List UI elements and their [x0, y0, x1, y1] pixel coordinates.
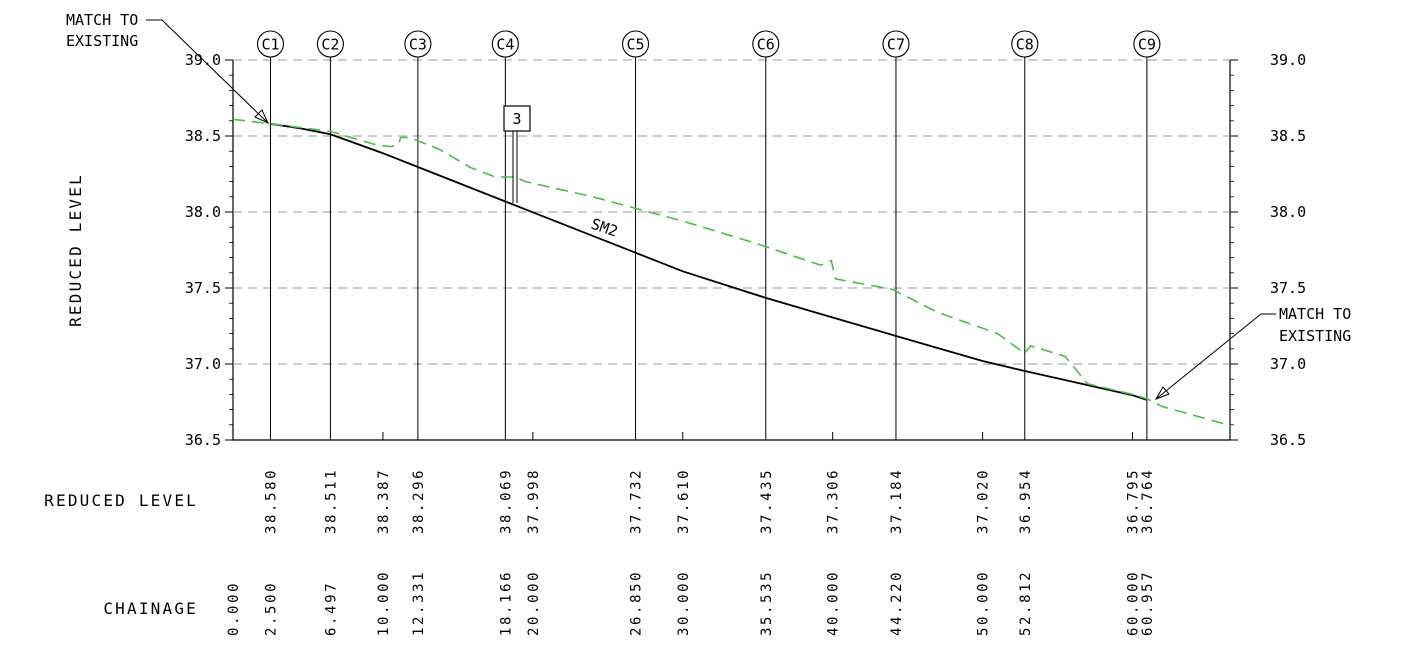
chainage-row-title: CHAINAGE: [103, 599, 198, 618]
control-label-c2: C2: [321, 36, 339, 54]
chainage-value: 6.497: [323, 581, 339, 636]
chainage-value: 12.331: [411, 570, 427, 636]
control-label-c9: C9: [1138, 36, 1156, 54]
match-right-leader: [1155, 313, 1276, 400]
control-bubble-c9: [1133, 30, 1161, 58]
reduced-level-value: 36.764: [1140, 468, 1156, 534]
series-line-sm2: [270, 122, 1148, 401]
y-axis-title: REDUCED LEVEL: [66, 173, 85, 327]
chainage-value: 20.000: [526, 570, 542, 636]
right-y-tick-label-38.5: 38.5: [1270, 127, 1306, 145]
right-y-tick-label-36.5: 36.5: [1270, 431, 1306, 449]
reduced-level-value: 37.306: [826, 468, 842, 534]
control-label-c3: C3: [409, 36, 427, 54]
control-label-c4: C4: [496, 36, 514, 54]
existing-ground-line: [232, 118, 1231, 428]
chainage-value: 60.957: [1140, 570, 1156, 636]
chainage-value: 10.000: [376, 570, 392, 636]
y-axis-labels: 36.5 36.5 37.0 37.0 37.5 37.5 38.0 38.0 38.5 38.5…: [185, 51, 1306, 449]
chainage-value: 40.000: [826, 570, 842, 636]
reduced-level-value: 36.795: [1126, 468, 1142, 534]
grid-lines: [233, 59, 1230, 365]
control-bubble-c1: [256, 30, 285, 58]
match-right-line2: EXISTING: [1279, 327, 1351, 345]
right-y-tick-label-37.0: 37.0: [1270, 355, 1306, 373]
reduced-level-value: 38.069: [498, 468, 514, 534]
chainage-value: 50.000: [976, 570, 992, 636]
left-y-tick-label-36.5: 36.5: [185, 431, 221, 449]
chainage-value: 18.166: [498, 570, 514, 636]
reduced-level-value: 38.387: [376, 468, 392, 534]
data-table-values: 0.000 38.580 2.500 38.511 6.497 38.387 10.000 3…: [226, 468, 1156, 636]
reduced-level-row-title: REDUCED LEVEL: [44, 491, 198, 510]
reduced-level-value: 36.954: [1018, 468, 1034, 534]
left-y-tick-label-38.0: 38.0: [185, 203, 221, 221]
control-bubble-c5: [621, 30, 650, 58]
left-y-tick-label-37.0: 37.0: [185, 355, 221, 373]
reduced-level-value: 37.732: [629, 468, 645, 534]
axis-ticks: [225, 59, 1238, 441]
reduced-level-value: 37.610: [676, 468, 692, 534]
right-y-tick-label-37.5: 37.5: [1270, 279, 1306, 297]
chainage-value: 30.000: [676, 570, 692, 636]
match-left-leader: [146, 19, 269, 124]
reduced-level-value: 38.511: [323, 468, 339, 534]
control-label-c6: C6: [757, 36, 775, 54]
chainage-value: 52.812: [1018, 570, 1034, 636]
right-y-tick-label-39.0: 39.0: [1270, 51, 1306, 69]
control-label-c7: C7: [887, 36, 905, 54]
left-y-tick-label-38.5: 38.5: [185, 127, 221, 145]
reduced-level-value: 37.184: [889, 468, 905, 534]
reduced-level-value: 38.580: [264, 468, 280, 534]
control-bubble-c8: [1011, 30, 1039, 58]
control-bubble-c4: [491, 30, 519, 58]
match-right-line1: MATCH TO: [1279, 305, 1351, 323]
tag-box-3: 3: [503, 105, 531, 203]
chainage-value: 26.850: [629, 570, 645, 636]
reduced-level-value: 37.435: [759, 468, 775, 534]
chainage-value: 44.220: [889, 570, 905, 636]
control-point-markers: C1 C2 C3 C4 C5 C6 C7 C8 C9: [256, 30, 1161, 58]
series-group: [232, 118, 1231, 428]
chainage-value: 35.535: [759, 570, 775, 636]
station-lines: [269, 57, 1148, 440]
match-right-arrowhead: [1154, 386, 1170, 400]
reduced-level-value: 38.296: [411, 468, 427, 534]
control-bubble-c6: [752, 30, 780, 58]
chainage-value: 0.000: [226, 581, 242, 636]
left-y-tick-label-37.5: 37.5: [185, 279, 221, 297]
control-bubble-c7: [882, 30, 910, 58]
match-left-line2: EXISTING: [66, 32, 138, 50]
control-bubble-c2: [316, 30, 344, 58]
reduced-level-value: 37.998: [526, 468, 542, 534]
reduced-level-value: 37.020: [976, 468, 992, 534]
control-label-c8: C8: [1016, 36, 1034, 54]
match-left-line1: MATCH TO: [66, 11, 138, 29]
control-label-c5: C5: [627, 36, 645, 54]
tag-box-label: 3: [512, 110, 521, 128]
chainage-value: 60.000: [1126, 570, 1142, 636]
match-left-arrowhead: [254, 109, 270, 125]
chainage-value: 2.500: [264, 581, 280, 636]
right-y-tick-label-38.0: 38.0: [1270, 203, 1306, 221]
control-bubble-c3: [404, 30, 432, 58]
control-label-c1: C1: [261, 36, 279, 54]
